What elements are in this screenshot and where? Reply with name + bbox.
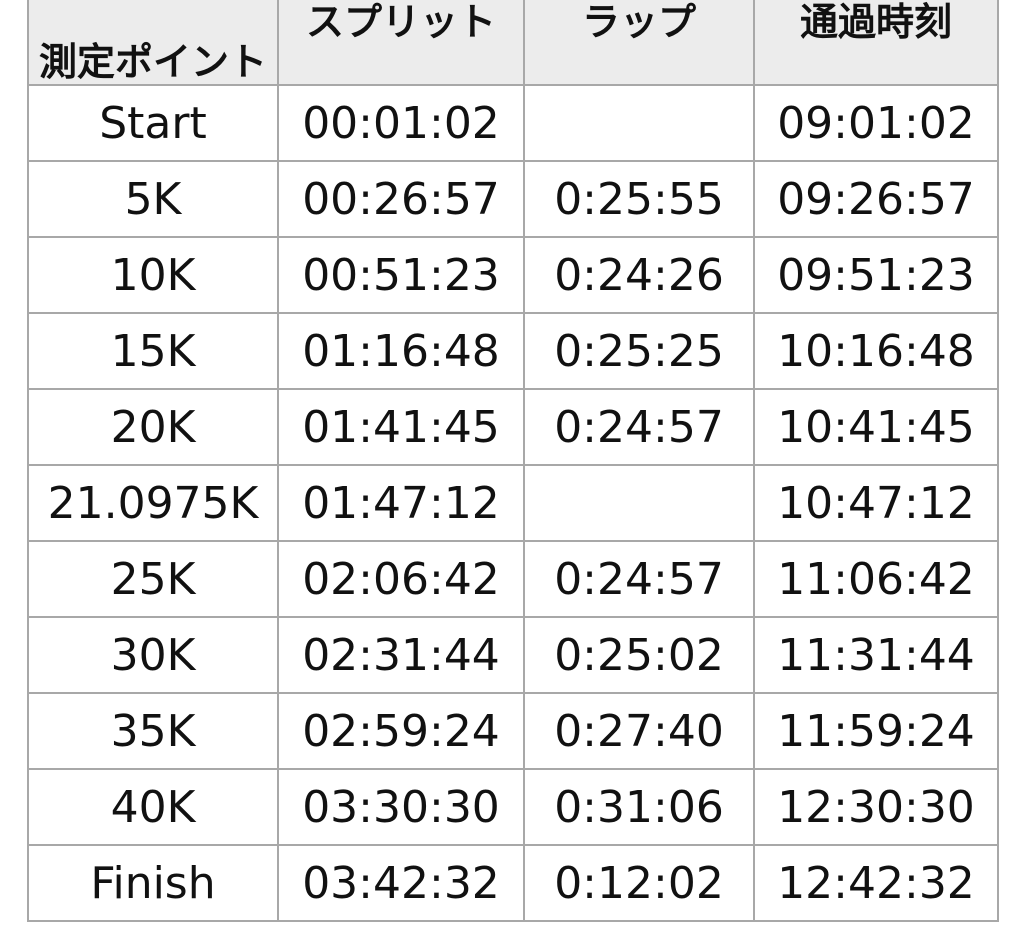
cell-lap: 0:27:40: [523, 692, 755, 770]
cell-split: 00:26:57: [277, 160, 525, 238]
cell-lap: 0:24:26: [523, 236, 755, 314]
cell-time: 09:01:02: [753, 84, 999, 162]
cell-time: 11:31:44: [753, 616, 999, 694]
cell-split: 02:06:42: [277, 540, 525, 618]
cell-split: 03:30:30: [277, 768, 525, 846]
cell-lap: 0:24:57: [523, 388, 755, 466]
cell-split: 01:47:12: [277, 464, 525, 542]
cell-split: 02:59:24: [277, 692, 525, 770]
table-header: 測定ポイント スプリット ラップ 通過時刻: [27, 0, 999, 86]
cell-point: 40K: [27, 768, 279, 846]
cell-point: 25K: [27, 540, 279, 618]
cell-lap: 0:24:57: [523, 540, 755, 618]
header-measure-point: 測定ポイント: [27, 0, 279, 86]
header-lap-label: ラップ: [581, 0, 696, 44]
cell-lap: 0:25:55: [523, 160, 755, 238]
header-split: スプリット: [277, 0, 525, 86]
split-times-table: 測定ポイント スプリット ラップ 通過時刻 Start 00:01:02 09:…: [27, 0, 999, 922]
cell-time: 09:26:57: [753, 160, 999, 238]
cell-time: 10:41:45: [753, 388, 999, 466]
header-lap: ラップ: [523, 0, 755, 86]
cell-time: 11:59:24: [753, 692, 999, 770]
table-row: 35K 02:59:24 0:27:40 11:59:24: [27, 692, 999, 770]
cell-point: 30K: [27, 616, 279, 694]
cell-time: 10:16:48: [753, 312, 999, 390]
cell-split: 00:51:23: [277, 236, 525, 314]
header-measure-point-label: 測定ポイント: [38, 40, 267, 84]
cell-time: 10:47:12: [753, 464, 999, 542]
cell-split: 02:31:44: [277, 616, 525, 694]
cell-point: 35K: [27, 692, 279, 770]
cell-split: 01:41:45: [277, 388, 525, 466]
cell-point: 15K: [27, 312, 279, 390]
header-passing-time: 通過時刻: [753, 0, 999, 86]
cell-lap: [523, 464, 755, 542]
cell-lap: [523, 84, 755, 162]
cell-point: Finish: [27, 844, 279, 922]
header-split-label: スプリット: [305, 0, 496, 44]
cell-lap: 0:25:25: [523, 312, 755, 390]
cell-split: 01:16:48: [277, 312, 525, 390]
header-row: 測定ポイント スプリット ラップ 通過時刻: [27, 0, 999, 86]
cell-point: 10K: [27, 236, 279, 314]
cell-split: 00:01:02: [277, 84, 525, 162]
cell-lap: 0:12:02: [523, 844, 755, 922]
cell-point: Start: [27, 84, 279, 162]
table-row: 15K 01:16:48 0:25:25 10:16:48: [27, 312, 999, 390]
table-row: 5K 00:26:57 0:25:55 09:26:57: [27, 160, 999, 238]
cell-point: 21.0975K: [27, 464, 279, 542]
table-row: 10K 00:51:23 0:24:26 09:51:23: [27, 236, 999, 314]
table-body: Start 00:01:02 09:01:02 5K 00:26:57 0:25…: [27, 84, 999, 922]
table-row: Start 00:01:02 09:01:02: [27, 84, 999, 162]
cell-point: 5K: [27, 160, 279, 238]
cell-time: 09:51:23: [753, 236, 999, 314]
table-row: 40K 03:30:30 0:31:06 12:30:30: [27, 768, 999, 846]
cell-time: 12:42:32: [753, 844, 999, 922]
table-row: 25K 02:06:42 0:24:57 11:06:42: [27, 540, 999, 618]
cell-time: 11:06:42: [753, 540, 999, 618]
cell-lap: 0:25:02: [523, 616, 755, 694]
cell-time: 12:30:30: [753, 768, 999, 846]
cell-split: 03:42:32: [277, 844, 525, 922]
table-row: 20K 01:41:45 0:24:57 10:41:45: [27, 388, 999, 466]
table-row: 21.0975K 01:47:12 10:47:12: [27, 464, 999, 542]
table-row: Finish 03:42:32 0:12:02 12:42:32: [27, 844, 999, 922]
table-row: 30K 02:31:44 0:25:02 11:31:44: [27, 616, 999, 694]
cell-lap: 0:31:06: [523, 768, 755, 846]
cell-point: 20K: [27, 388, 279, 466]
header-passing-time-label: 通過時刻: [799, 0, 952, 44]
